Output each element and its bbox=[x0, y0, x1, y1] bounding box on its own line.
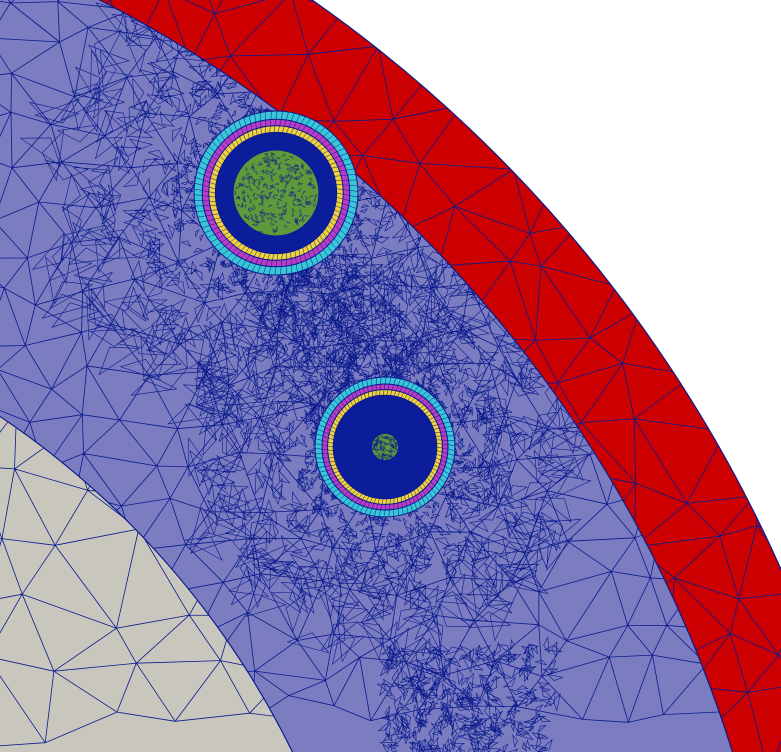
cable-layer-mesh bbox=[314, 376, 456, 518]
core-mesh bbox=[234, 151, 318, 234]
cable-conductor-core bbox=[232, 149, 320, 237]
cable-layer-mesh bbox=[193, 110, 359, 276]
cable-lower bbox=[314, 376, 456, 518]
core-mesh bbox=[369, 434, 401, 463]
cable-upper bbox=[193, 110, 359, 276]
